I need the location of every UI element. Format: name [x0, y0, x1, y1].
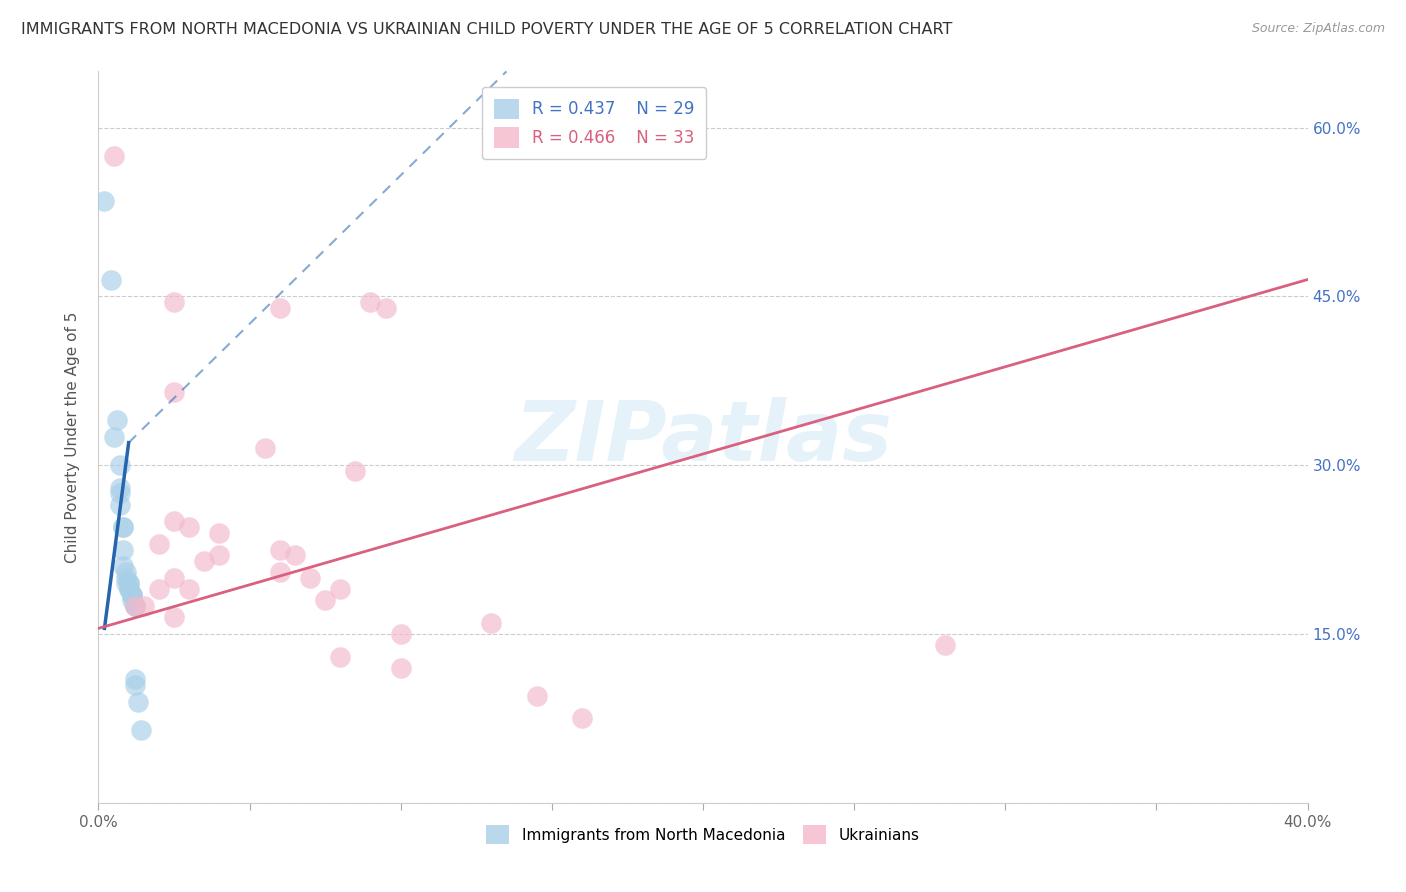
Point — [129, 723, 152, 737]
Point — [163, 515, 186, 529]
Point — [103, 430, 125, 444]
Y-axis label: Child Poverty Under the Age of 5: Child Poverty Under the Age of 5 — [65, 311, 80, 563]
Point — [526, 689, 548, 703]
Point — [163, 610, 186, 624]
Point — [179, 520, 201, 534]
Point — [124, 672, 146, 686]
Legend: Immigrants from North Macedonia, Ukrainians: Immigrants from North Macedonia, Ukraini… — [481, 819, 925, 850]
Point — [163, 295, 186, 310]
Point — [118, 576, 141, 591]
Text: IMMIGRANTS FROM NORTH MACEDONIA VS UKRAINIAN CHILD POVERTY UNDER THE AGE OF 5 CO: IMMIGRANTS FROM NORTH MACEDONIA VS UKRAI… — [21, 22, 952, 37]
Point — [124, 599, 146, 613]
Point — [108, 486, 131, 500]
Point — [114, 576, 136, 591]
Point — [179, 582, 201, 596]
Text: ZIPatlas: ZIPatlas — [515, 397, 891, 477]
Point — [934, 638, 956, 652]
Point — [108, 458, 131, 473]
Point — [193, 554, 215, 568]
Point — [121, 593, 143, 607]
Point — [269, 542, 291, 557]
Text: Source: ZipAtlas.com: Source: ZipAtlas.com — [1251, 22, 1385, 36]
Point — [360, 295, 382, 310]
Point — [103, 149, 125, 163]
Point — [114, 565, 136, 579]
Point — [118, 582, 141, 596]
Point — [269, 301, 291, 315]
Point — [481, 615, 503, 630]
Point — [299, 571, 322, 585]
Point — [374, 301, 396, 315]
Point — [163, 571, 186, 585]
Point — [314, 593, 336, 607]
Point — [121, 588, 143, 602]
Point — [344, 464, 367, 478]
Point — [93, 194, 115, 208]
Point — [124, 599, 146, 613]
Point — [148, 537, 170, 551]
Point — [389, 627, 412, 641]
Point — [108, 481, 131, 495]
Point — [253, 442, 276, 456]
Point — [100, 272, 122, 286]
Point — [114, 571, 136, 585]
Point — [121, 588, 143, 602]
Point — [571, 711, 593, 725]
Point — [121, 588, 143, 602]
Point — [111, 559, 134, 574]
Point — [124, 678, 146, 692]
Point — [108, 498, 131, 512]
Point — [329, 582, 352, 596]
Point — [111, 520, 134, 534]
Point — [127, 694, 149, 708]
Point — [269, 565, 291, 579]
Point — [148, 582, 170, 596]
Point — [208, 548, 231, 562]
Point — [132, 599, 155, 613]
Point — [105, 413, 128, 427]
Point — [124, 599, 146, 613]
Point — [329, 649, 352, 664]
Point — [111, 542, 134, 557]
Point — [118, 576, 141, 591]
Point — [389, 661, 412, 675]
Point — [111, 520, 134, 534]
Point — [284, 548, 307, 562]
Point — [118, 582, 141, 596]
Point — [163, 385, 186, 400]
Point — [208, 525, 231, 540]
